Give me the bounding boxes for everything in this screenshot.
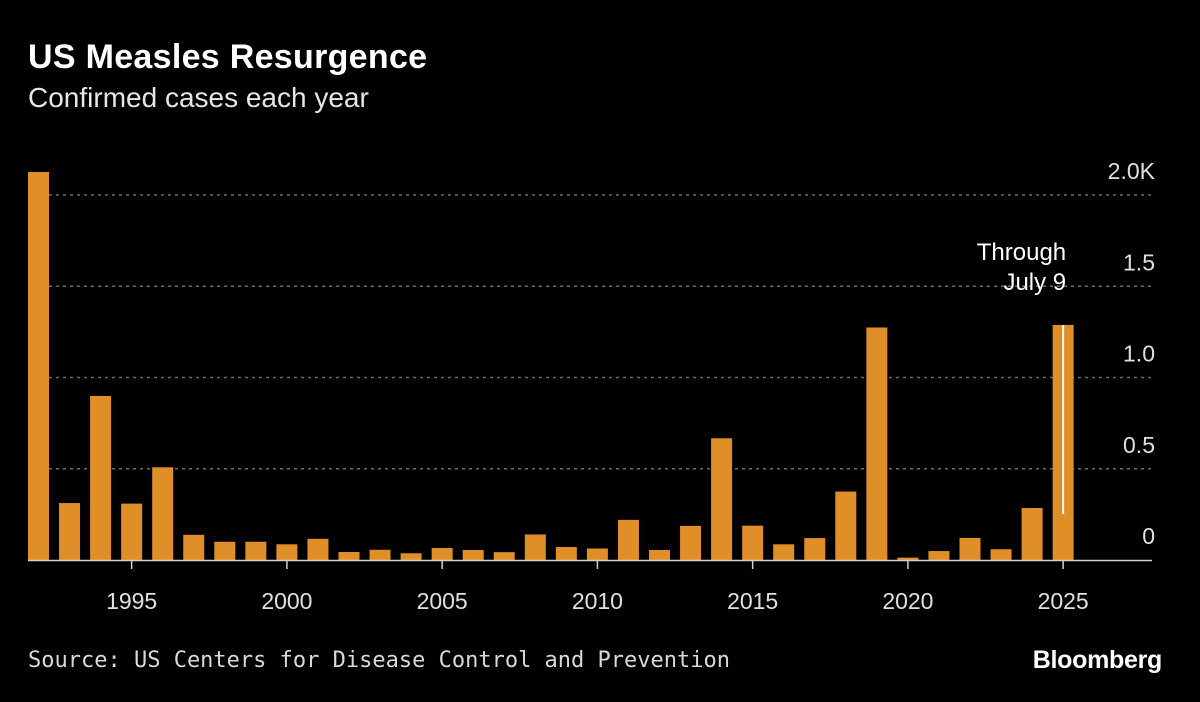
bar-2004 [400,553,422,560]
annotation-text: July 9 [1003,269,1066,296]
x-tick-label: 2010 [572,588,623,614]
x-tick-label: 2005 [417,588,468,614]
bar-2020 [897,557,919,560]
chart-title: US Measles Resurgence [28,38,428,76]
chart-subtitle: Confirmed cases each year [28,82,369,113]
bar-2001 [307,538,329,560]
bar-2003 [369,549,391,560]
bar-2019 [866,327,888,560]
bar-1996 [152,467,174,560]
bar-2015 [742,525,764,560]
annotation-text: Through [977,239,1066,266]
bloomberg-logo: Bloomberg [1032,646,1163,674]
bar-2018 [835,491,857,560]
y-tick-label: 0.5 [1123,432,1155,458]
bar-2012 [649,549,670,560]
bar-2010 [586,548,608,560]
bar-2011 [617,519,639,560]
bar-2002 [338,551,360,560]
source-note: Source: US Centers for Disease Control a… [28,648,730,673]
bar-1992 [28,172,49,560]
bar-2022 [959,537,981,560]
annotation: Through July 9 [977,239,1066,514]
bar-2007 [493,552,515,560]
bar-2006 [462,549,484,560]
bar-2021 [928,551,950,560]
x-tick-label: 2000 [261,588,312,614]
bar-2014 [711,438,733,560]
bar-2008 [524,534,546,560]
bar-1998 [214,541,236,560]
x-tick-label: 2020 [882,588,933,614]
y-tick-label: 1.5 [1123,249,1155,275]
bar-2013 [680,525,702,560]
x-tick-label: 2025 [1038,588,1089,614]
bar-1995 [121,503,143,560]
bar-2005 [431,547,453,560]
bar-1999 [245,541,267,560]
bars [28,172,1074,560]
bar-2023 [990,549,1012,560]
bar-1994 [90,395,112,560]
bar-2024 [1021,507,1043,560]
bar-2000 [276,544,298,560]
bar-2009 [555,547,577,560]
x-tick-label: 1995 [106,588,157,614]
y-tick-label: 0 [1142,523,1155,549]
bar-1993 [59,503,81,560]
bar-1997 [183,534,205,560]
bar-2016 [773,544,795,560]
axes: 0 0.5 1.0 1.5 2.0K 1995 2000 2005 2010 2015 2020 20… [28,158,1156,614]
gridlines [28,194,1152,470]
bar-2017 [804,538,826,560]
bar-chart: 0 0.5 1.0 1.5 2.0K 1995 2000 2005 2010 2015 2020 20… [28,158,1156,614]
x-tick-label: 2015 [727,588,778,614]
y-tick-label: 2.0K [1108,158,1156,184]
y-tick-label: 1.0 [1123,341,1155,367]
